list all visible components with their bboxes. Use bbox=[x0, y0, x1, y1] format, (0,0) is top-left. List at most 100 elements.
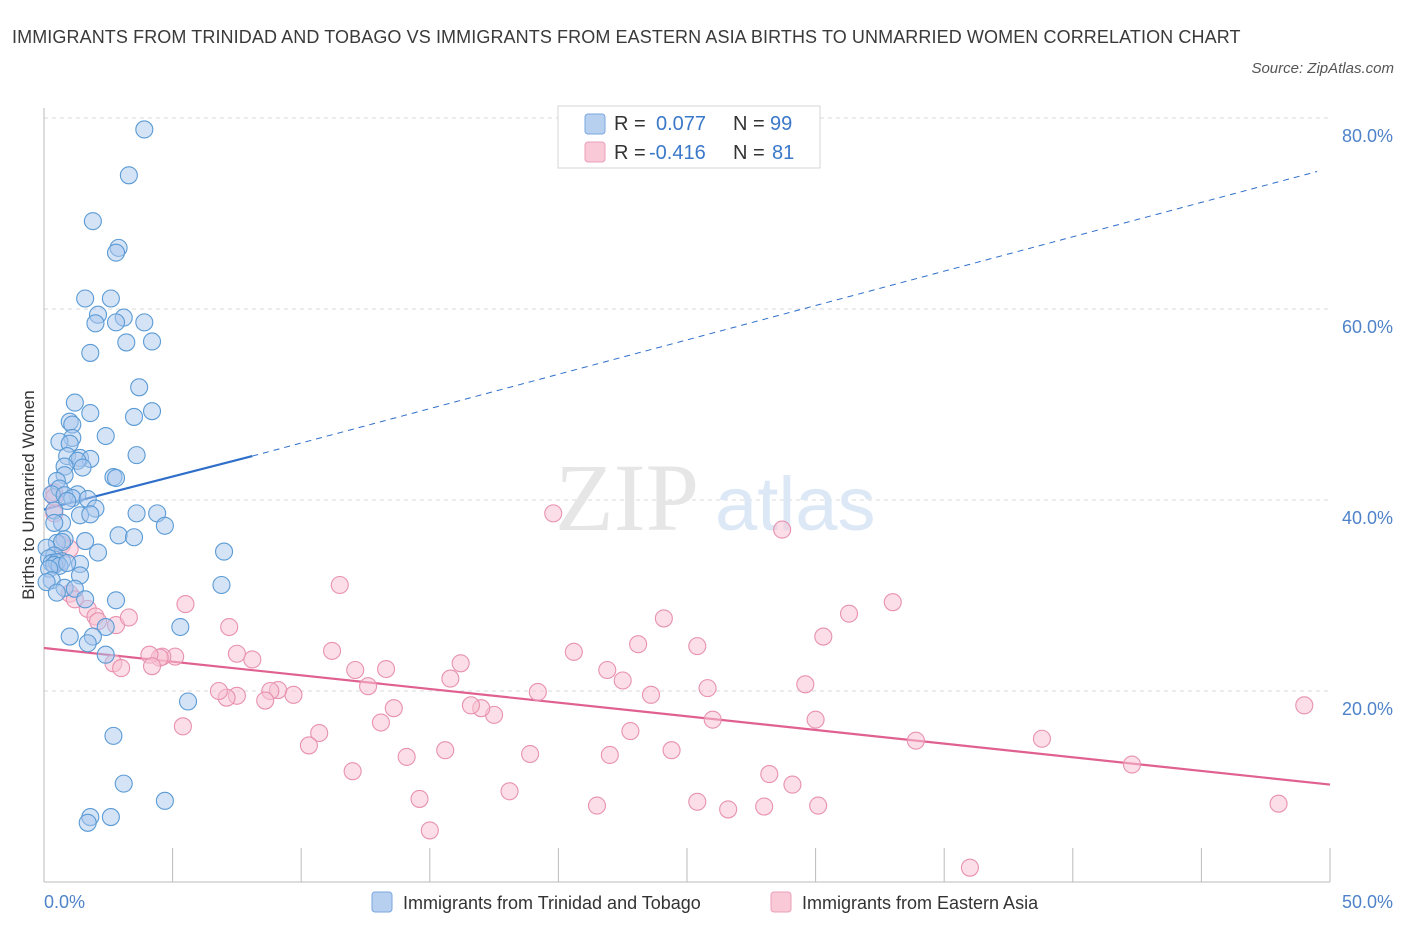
series-eastern-asia-points bbox=[45, 483, 1314, 877]
data-point-trinidad bbox=[119, 166, 138, 185]
data-point-trinidad bbox=[214, 542, 234, 561]
data-point-eastern-asia bbox=[629, 635, 648, 654]
data-point-eastern-asia bbox=[783, 775, 802, 794]
data-point-eastern-asia bbox=[119, 608, 138, 627]
data-point-eastern-asia bbox=[1122, 755, 1142, 774]
data-point-eastern-asia bbox=[883, 593, 902, 612]
data-point-eastern-asia bbox=[371, 713, 390, 732]
legend-r-label: R = bbox=[614, 113, 646, 135]
data-point-eastern-asia bbox=[688, 792, 707, 811]
y-tick-labels: 20.0% 40.0% 60.0% 80.0% bbox=[1342, 126, 1393, 719]
data-point-eastern-asia bbox=[420, 821, 439, 840]
chart-title: IMMIGRANTS FROM TRINIDAD AND TOBAGO VS I… bbox=[12, 27, 1241, 47]
x-tick-label: 50.0% bbox=[1342, 892, 1393, 912]
data-point-trinidad bbox=[81, 404, 100, 423]
data-point-trinidad bbox=[155, 791, 174, 810]
data-point-trinidad bbox=[135, 313, 154, 332]
trend-line-eastern-asia bbox=[43, 646, 1331, 786]
data-point-trinidad bbox=[96, 645, 115, 664]
data-point-eastern-asia bbox=[173, 717, 192, 736]
data-point-eastern-asia bbox=[299, 736, 318, 755]
data-point-eastern-asia bbox=[346, 660, 365, 680]
data-point-trinidad bbox=[178, 692, 198, 711]
bottom-legend-eastern-asia: Immigrants from Eastern Asia bbox=[802, 893, 1039, 913]
data-point-eastern-asia bbox=[796, 675, 815, 694]
data-point-trinidad bbox=[65, 393, 84, 412]
data-point-trinidad bbox=[96, 617, 115, 637]
legend-r-value: 0.077 bbox=[656, 113, 706, 135]
data-point-eastern-asia bbox=[323, 641, 342, 660]
data-point-eastern-asia bbox=[698, 679, 717, 698]
data-point-trinidad bbox=[101, 808, 120, 827]
data-point-trinidad bbox=[86, 314, 105, 333]
x-tick-labels: 0.0% 50.0% bbox=[44, 892, 1393, 912]
data-point-eastern-asia bbox=[436, 741, 455, 760]
data-point-eastern-asia bbox=[662, 741, 681, 760]
y-tick-label: 60.0% bbox=[1342, 317, 1393, 337]
y-tick-label: 20.0% bbox=[1342, 699, 1393, 719]
data-point-eastern-asia bbox=[719, 800, 738, 819]
data-point-eastern-asia bbox=[227, 644, 246, 663]
data-point-eastern-asia bbox=[773, 520, 792, 539]
series-trinidad-points bbox=[37, 120, 234, 832]
data-point-trinidad bbox=[142, 402, 162, 421]
data-point-trinidad bbox=[212, 575, 231, 595]
data-point-eastern-asia bbox=[343, 762, 362, 781]
watermark-atlas: atlas bbox=[715, 462, 876, 547]
data-point-trinidad bbox=[73, 458, 92, 477]
data-point-eastern-asia bbox=[755, 797, 774, 816]
x-ticks bbox=[43, 848, 1331, 882]
data-point-eastern-asia bbox=[688, 637, 707, 656]
data-point-eastern-asia bbox=[809, 796, 828, 815]
data-point-eastern-asia bbox=[960, 858, 979, 877]
bottom-legend-swatch-blue bbox=[371, 891, 393, 913]
data-point-eastern-asia bbox=[544, 504, 563, 523]
data-point-eastern-asia bbox=[1032, 729, 1051, 748]
legend-n-label: N = bbox=[733, 142, 765, 164]
data-point-eastern-asia bbox=[906, 731, 925, 750]
data-point-eastern-asia bbox=[654, 609, 673, 628]
data-point-trinidad bbox=[78, 813, 97, 832]
watermark-zip: ZIP bbox=[555, 444, 699, 551]
data-point-trinidad bbox=[117, 333, 136, 352]
data-point-trinidad bbox=[47, 583, 66, 602]
data-point-eastern-asia bbox=[256, 691, 275, 710]
data-point-eastern-asia bbox=[461, 696, 481, 715]
data-point-trinidad bbox=[101, 289, 120, 308]
legend-r-value: -0.416 bbox=[649, 142, 706, 164]
data-point-trinidad bbox=[58, 491, 77, 511]
data-point-trinidad bbox=[127, 446, 146, 465]
source-label: Source: ZipAtlas.com bbox=[1251, 60, 1394, 77]
data-point-eastern-asia bbox=[451, 654, 470, 673]
legend-n-value: 99 bbox=[770, 113, 792, 135]
data-point-eastern-asia bbox=[600, 745, 619, 765]
data-point-trinidad bbox=[142, 332, 162, 351]
legend-n-label: N = bbox=[733, 113, 765, 135]
data-point-eastern-asia bbox=[243, 650, 262, 669]
data-point-eastern-asia bbox=[598, 660, 617, 680]
data-point-eastern-asia bbox=[1269, 794, 1288, 813]
legend-swatch-pink bbox=[584, 141, 606, 163]
data-point-trinidad bbox=[106, 468, 126, 488]
legend-box: R = 0.077 N = 99 R = -0.416 N = 81 bbox=[557, 105, 821, 169]
y-axis-title: Births to Unmarried Women bbox=[19, 390, 38, 599]
bottom-legend: Immigrants from Trinidad and Tobago Immi… bbox=[371, 891, 1039, 913]
data-point-eastern-asia bbox=[564, 642, 583, 661]
data-point-trinidad bbox=[88, 543, 108, 562]
data-point-eastern-asia bbox=[359, 677, 378, 696]
data-point-eastern-asia bbox=[377, 659, 396, 679]
data-point-eastern-asia bbox=[397, 747, 416, 766]
data-point-eastern-asia bbox=[587, 796, 607, 815]
data-point-trinidad bbox=[106, 243, 126, 262]
data-point-eastern-asia bbox=[814, 627, 833, 646]
data-point-trinidad bbox=[76, 590, 95, 609]
data-point-eastern-asia bbox=[310, 723, 329, 743]
data-point-trinidad bbox=[104, 726, 123, 745]
watermark: ZIP atlas bbox=[555, 444, 876, 551]
data-point-trinidad bbox=[127, 504, 146, 523]
data-point-trinidad bbox=[124, 407, 144, 426]
data-point-trinidad bbox=[81, 505, 100, 524]
data-point-eastern-asia bbox=[806, 710, 825, 729]
data-point-trinidad bbox=[76, 289, 95, 308]
